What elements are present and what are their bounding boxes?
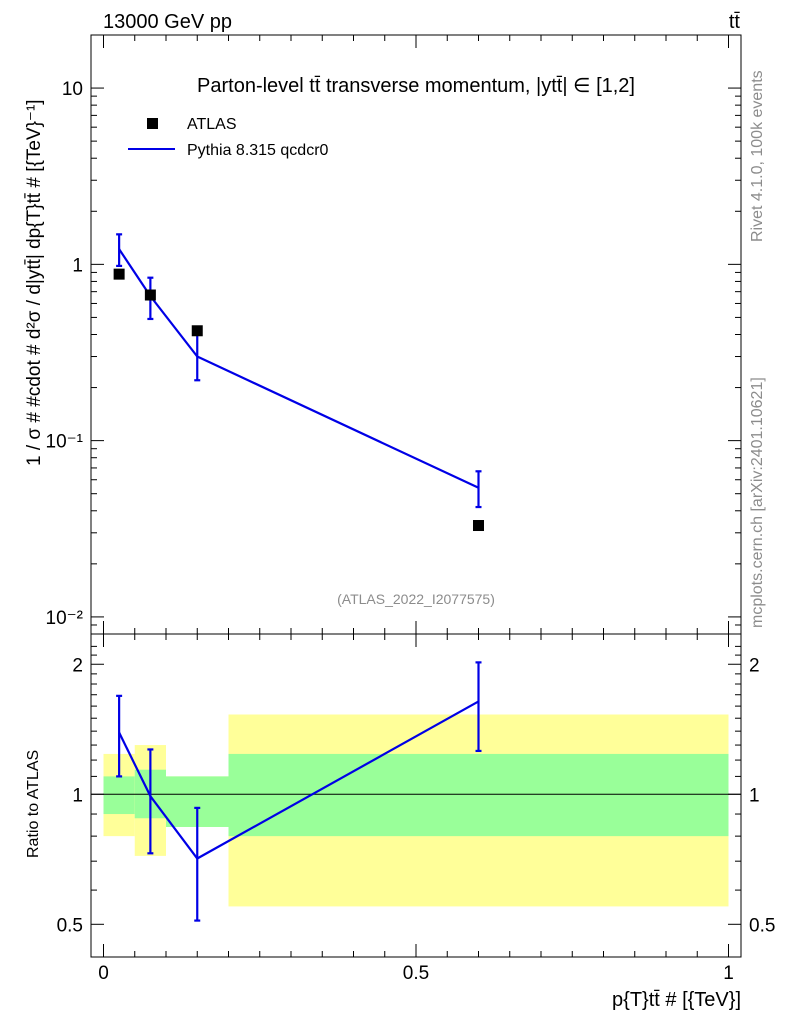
- x-axis-label: p{T}tt̄ # [{TeV}]: [612, 989, 741, 1011]
- main-panel: 10⁻² 10⁻¹ 1 10 Parton-level tt̄ transverse …: [24, 34, 742, 635]
- legend-atlas-label: ATLAS: [187, 116, 237, 133]
- x-tick-label: 0.5: [403, 963, 429, 984]
- atlas-data-point: [191, 325, 203, 337]
- main-title: Parton-level tt̄ transverse momentum, |y…: [197, 75, 635, 97]
- main-axis-ticks: 10⁻² 10⁻¹ 1 10: [46, 34, 741, 635]
- ratio-y-axis-label: Ratio to ATLAS: [25, 750, 42, 858]
- rivet-version-label: Rivet 4.1.0, 100k events: [749, 70, 766, 242]
- ratio-y-tick-label-left: 1: [72, 785, 83, 806]
- ratio-frame: [90, 633, 742, 958]
- ratio-y-tick-label-right: 2: [749, 655, 760, 676]
- mcplots-source-label: mcplots.cern.ch [arXiv:2401.10621]: [749, 377, 766, 628]
- y-tick-label: 1: [72, 255, 83, 276]
- atlas-data-point: [473, 520, 484, 532]
- ratio-y-tick-label-left: 0.5: [57, 915, 83, 936]
- x-tick-label: 1: [723, 963, 734, 984]
- ratio-panel: 0.5 0.5 1 1 2 2 0 0.5 1 Ratio to ATLAS p{T}tt̄ #…: [25, 633, 775, 1011]
- ratio-y-tick-label-right: 0.5: [749, 915, 775, 936]
- y-tick-label: 10⁻²: [46, 608, 84, 629]
- legend: ATLAS Pythia 8.315 qcdcr0: [128, 116, 329, 159]
- y-tick-label: 10⁻¹: [46, 432, 84, 453]
- legend-pythia-label: Pythia 8.315 qcdcr0: [187, 142, 329, 159]
- x-tick-label: 0: [98, 963, 109, 984]
- header-left-label: 13000 GeV pp: [103, 11, 232, 33]
- ratio-y-tick-label-left: 2: [72, 655, 83, 676]
- ratio-axis-ticks: 0.5 0.5 1 1 2 2 0 0.5 1: [57, 634, 775, 984]
- mc-series-group: [116, 233, 482, 509]
- ratio-uncertainty-bands: [103, 714, 729, 907]
- main-y-axis-label: 1 / σ # #cdot # d²σ / d|ytt̄| dp{T}tt̄ #…: [24, 99, 45, 466]
- mc-line: [118, 248, 479, 489]
- ratio-y-tick-label-right: 1: [749, 785, 760, 806]
- ratio-mc-line: [118, 700, 480, 860]
- data-series-group: [113, 268, 484, 532]
- analysis-watermark: (ATLAS_2022_I2077575): [337, 591, 495, 607]
- y-tick-label: 10: [62, 79, 83, 100]
- legend-atlas-marker: [147, 118, 158, 129]
- atlas-data-point: [113, 268, 125, 280]
- atlas-data-point: [144, 289, 156, 301]
- ratio-inner-band: [103, 776, 135, 815]
- header-right-label: tt̄: [729, 11, 741, 33]
- ratio-mc-series-group: [116, 661, 482, 922]
- ratio-inner-band: [228, 753, 729, 837]
